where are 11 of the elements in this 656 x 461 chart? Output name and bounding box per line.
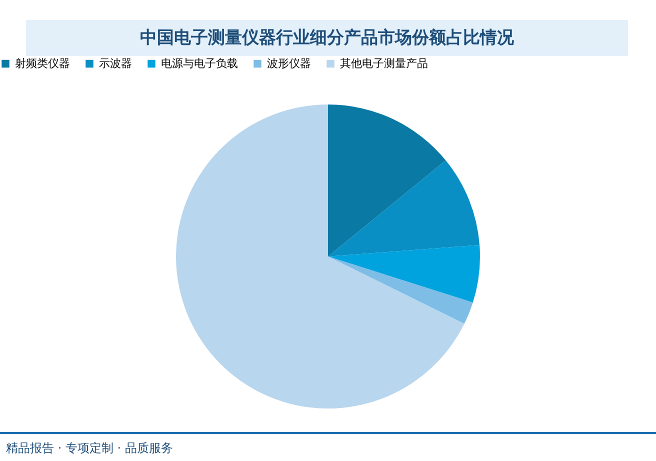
pie-slice	[176, 104, 464, 408]
pie-slice	[328, 104, 446, 256]
chart-title: 中国电子测量仪器行业细分产品市场份额占比情况	[26, 20, 628, 56]
legend-label: 示波器	[99, 56, 132, 70]
pie-slice	[328, 160, 480, 256]
pie-slice	[328, 256, 473, 324]
legend-label: 波形仪器	[267, 56, 311, 70]
text: 精品报告 · 专项定制 · 品质服务	[0, 432, 656, 457]
legend-label: 电源与电子负载	[161, 56, 238, 70]
pie-slice	[328, 245, 480, 303]
legend-label: 射频类仪器	[15, 56, 70, 70]
